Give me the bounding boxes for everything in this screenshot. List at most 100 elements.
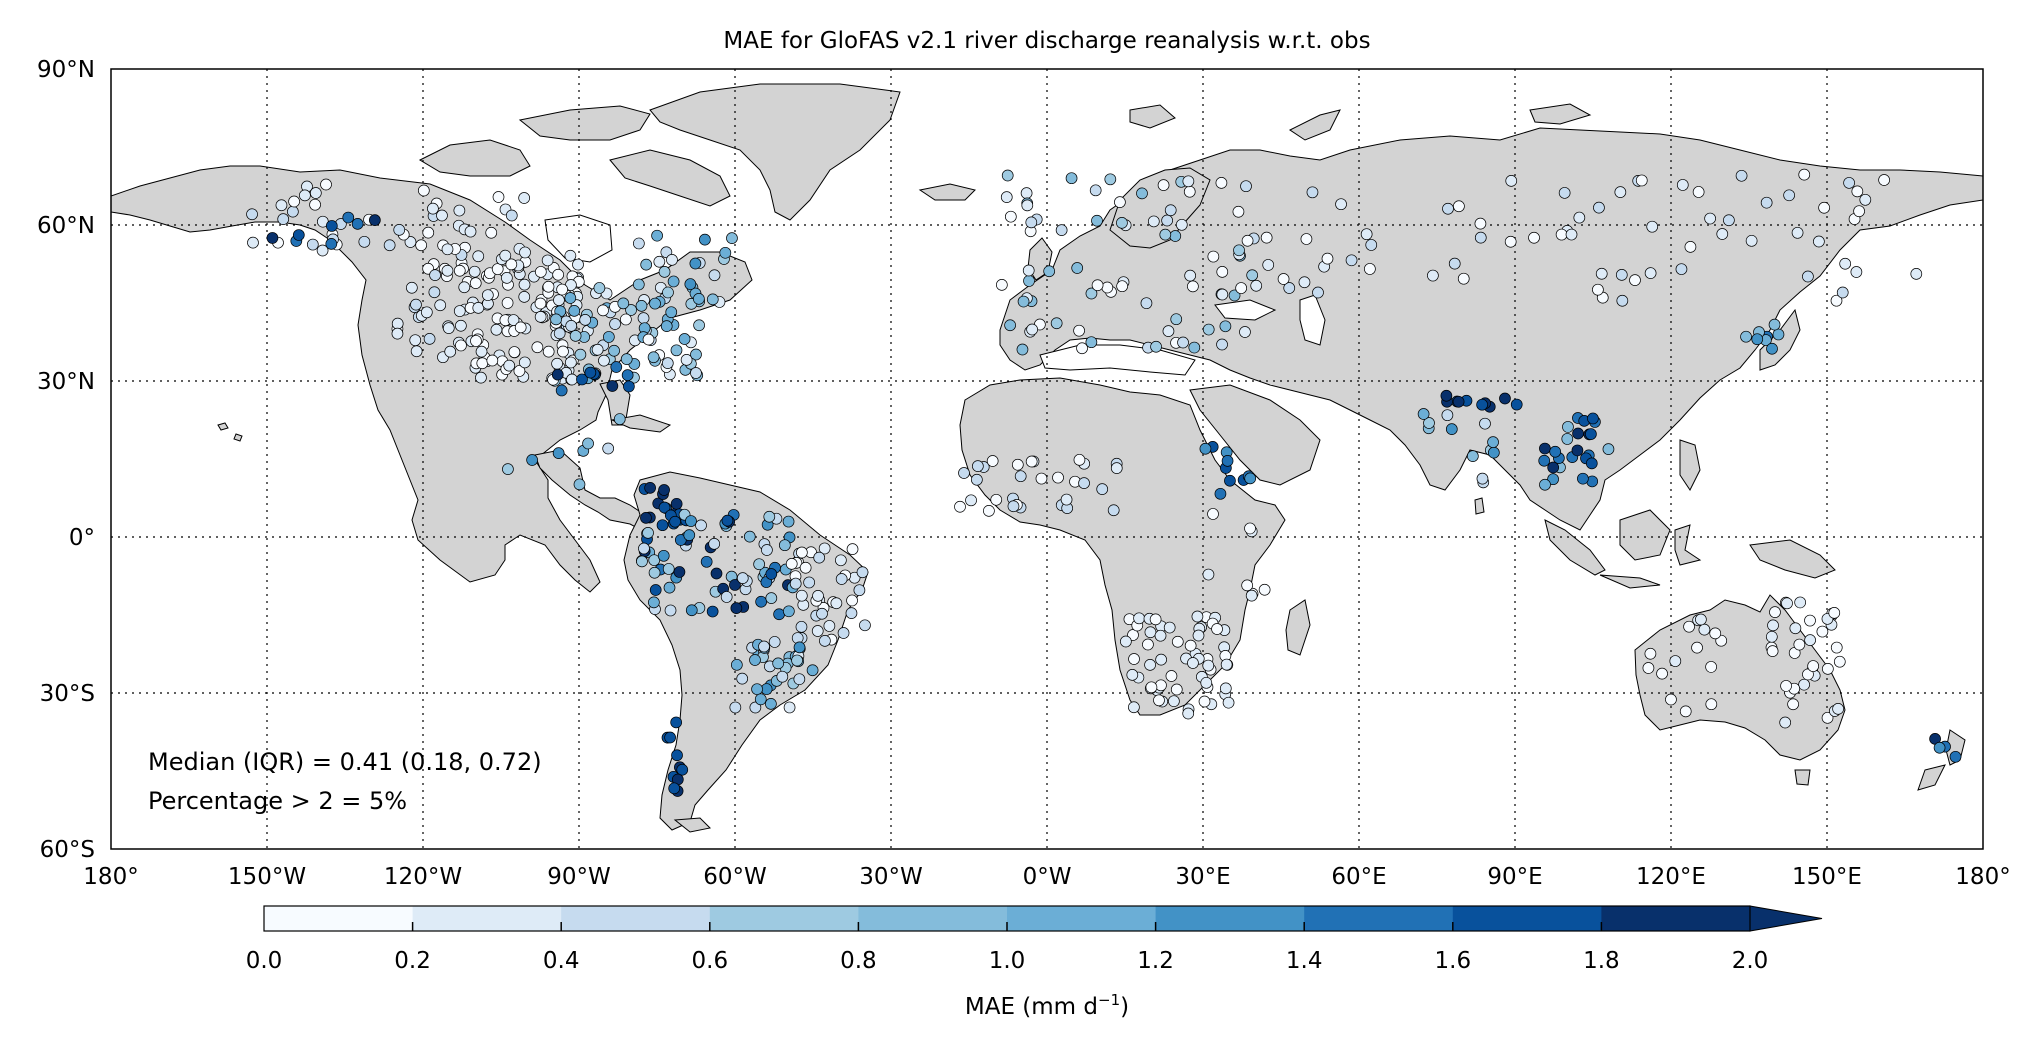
- station-marker: [1850, 266, 1863, 278]
- station-marker: [1555, 228, 1568, 241]
- station-marker: [661, 357, 674, 369]
- landmass-arctic-islands: [418, 139, 531, 177]
- colorbar-tick-label: 0.0: [246, 948, 283, 974]
- station-marker: [1198, 695, 1211, 708]
- station-marker: [818, 542, 831, 555]
- station-marker: [1183, 185, 1196, 198]
- colorbar-tick-label: 0.6: [692, 948, 729, 974]
- station-marker: [519, 246, 531, 259]
- station-marker: [678, 333, 691, 345]
- station-marker: [1228, 289, 1241, 302]
- station-marker: [1207, 508, 1219, 520]
- lon-tick-label: 180°: [1955, 864, 2010, 890]
- station-marker: [690, 348, 702, 361]
- landmass-new-zealand-south: [1917, 764, 1946, 791]
- station-marker: [638, 542, 650, 555]
- station-marker: [721, 514, 734, 527]
- station-marker: [1474, 231, 1487, 244]
- station-marker: [1187, 280, 1199, 293]
- station-marker: [1504, 235, 1517, 248]
- station-marker: [1539, 442, 1551, 455]
- colorbar-tick-label: 1.8: [1583, 948, 1620, 974]
- station-marker: [1476, 472, 1489, 485]
- lon-tick-label: 60°E: [1331, 864, 1386, 890]
- station-marker: [428, 286, 441, 299]
- station-marker: [444, 345, 457, 358]
- station-marker: [1821, 711, 1834, 724]
- station-marker: [813, 551, 826, 564]
- landmass-sumatra: [1544, 519, 1606, 576]
- station-marker: [693, 292, 705, 305]
- station-marker: [1572, 427, 1584, 440]
- station-marker: [1235, 282, 1247, 294]
- station-marker: [1025, 216, 1038, 229]
- station-marker: [620, 313, 632, 326]
- station-marker: [1587, 412, 1599, 425]
- station-marker: [1219, 682, 1232, 695]
- station-marker: [1781, 597, 1793, 610]
- station-marker: [1184, 639, 1197, 652]
- station-marker: [288, 195, 300, 208]
- landmass-new-guinea: [1749, 539, 1836, 579]
- station-marker: [811, 625, 824, 637]
- station-marker: [663, 581, 676, 594]
- lon-tick-label: 120°W: [384, 864, 462, 890]
- station-marker: [1822, 663, 1834, 675]
- station-marker: [552, 268, 565, 281]
- station-marker: [1078, 477, 1090, 489]
- station-marker: [1170, 313, 1183, 326]
- station-marker: [393, 223, 406, 236]
- station-marker: [1216, 266, 1229, 278]
- station-marker: [620, 353, 633, 365]
- station-marker: [1807, 660, 1820, 672]
- station-marker: [1091, 214, 1103, 227]
- station-marker: [1791, 226, 1804, 239]
- station-marker: [287, 205, 299, 218]
- station-marker: [1182, 707, 1195, 720]
- station-marker: [1769, 606, 1781, 618]
- landmass-hawaii-2: [233, 433, 243, 442]
- station-marker: [690, 367, 702, 379]
- station-marker: [1011, 458, 1024, 471]
- station-marker: [986, 455, 999, 467]
- lon-tick-label: 30°W: [859, 864, 923, 890]
- station-marker: [1035, 472, 1048, 485]
- station-marker: [534, 266, 547, 278]
- station-marker: [1060, 493, 1073, 506]
- station-marker: [277, 213, 290, 226]
- station-marker: [1816, 625, 1829, 638]
- station-marker: [845, 607, 858, 619]
- station-marker: [1716, 228, 1729, 240]
- station-marker: [1705, 661, 1717, 673]
- station-marker: [761, 544, 773, 556]
- station-marker: [429, 269, 441, 281]
- station-marker: [830, 597, 843, 610]
- station-marker: [765, 592, 778, 604]
- colorbar-bin: [1601, 906, 1751, 931]
- station-marker: [1200, 676, 1213, 689]
- station-marker: [1202, 568, 1215, 581]
- colorbar: [263, 905, 1823, 932]
- station-marker: [1169, 230, 1182, 242]
- station-marker: [1050, 317, 1063, 330]
- station-marker: [1162, 325, 1175, 337]
- station-marker: [1798, 168, 1811, 181]
- station-marker: [1004, 210, 1017, 223]
- station-marker: [1794, 596, 1807, 609]
- station-marker: [791, 654, 803, 667]
- station-marker: [557, 345, 569, 358]
- station-marker: [648, 596, 660, 609]
- station-marker: [632, 278, 645, 291]
- station-marker: [689, 257, 702, 270]
- plot-frame: [110, 68, 1984, 850]
- station-marker: [1224, 474, 1236, 487]
- station-marker: [773, 608, 785, 621]
- colorbar-tick-label: 1.6: [1435, 948, 1472, 974]
- station-marker: [706, 293, 719, 306]
- station-marker: [1241, 579, 1254, 592]
- station-marker: [1312, 286, 1324, 299]
- station-marker: [649, 297, 661, 310]
- landmass-tierra-del-fuego: [673, 817, 712, 833]
- station-marker: [306, 238, 319, 251]
- colorbar-bin: [412, 906, 562, 931]
